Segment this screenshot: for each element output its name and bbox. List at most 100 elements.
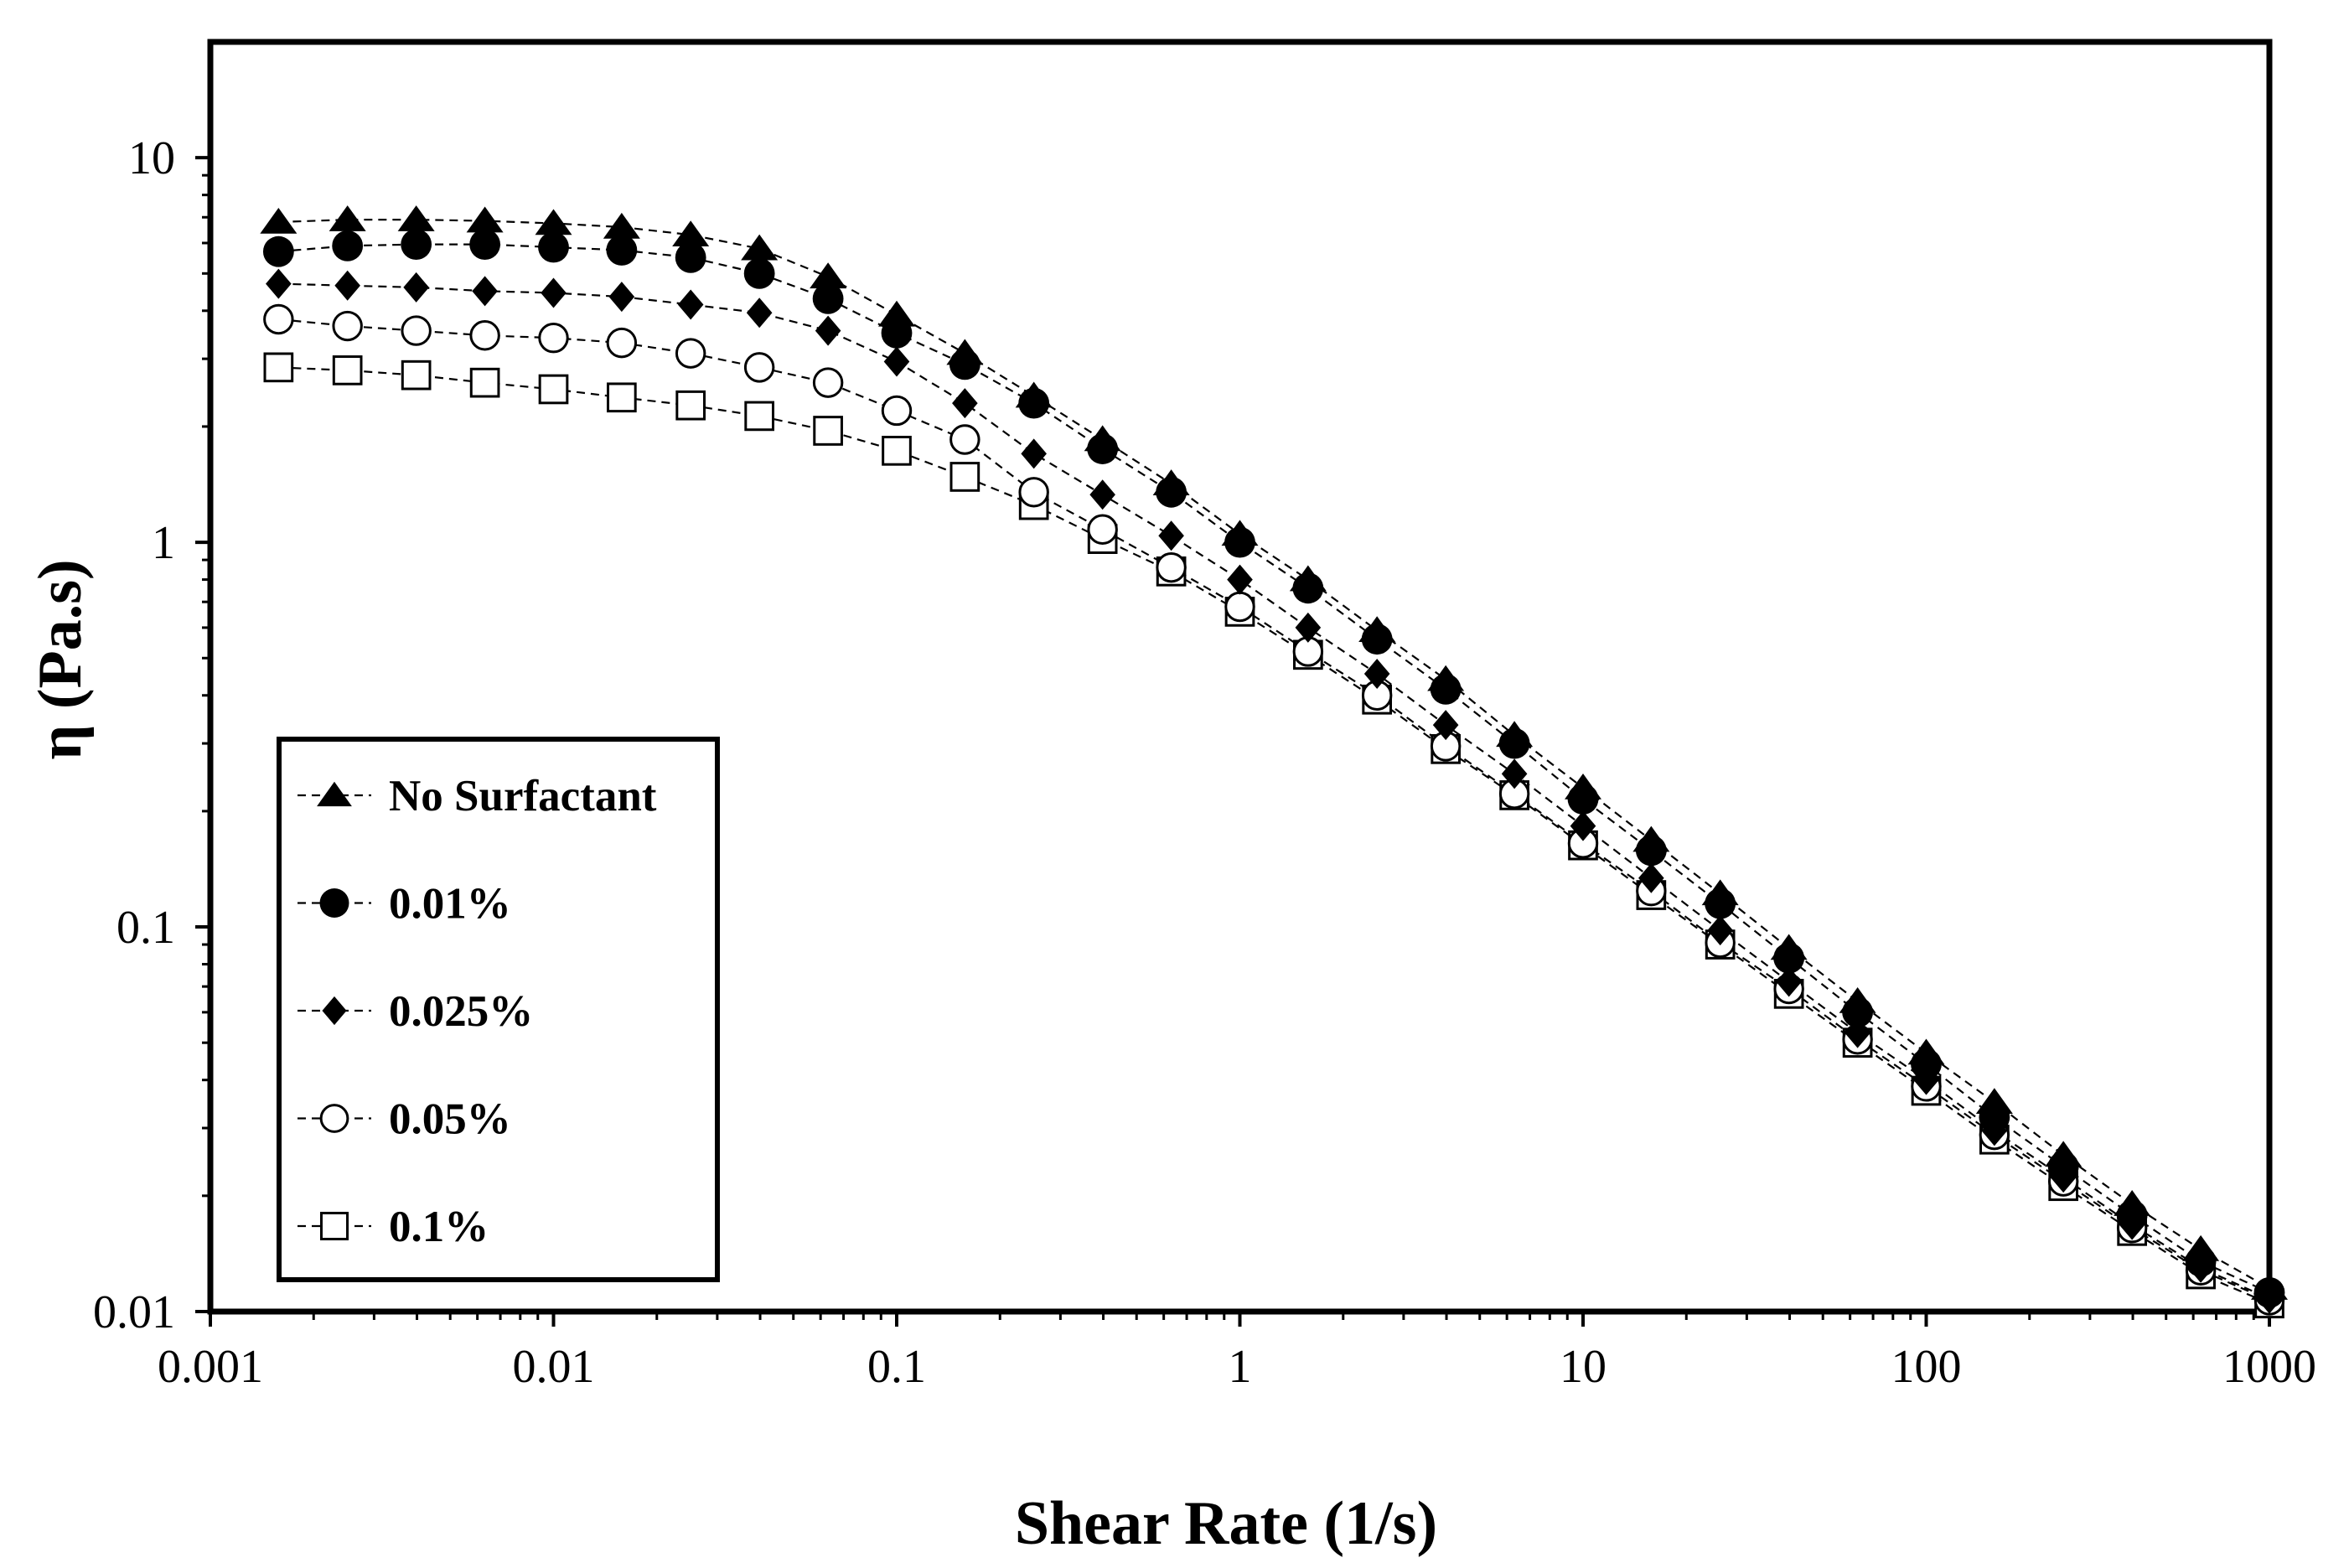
data-point — [1701, 879, 1739, 906]
data-point — [1501, 758, 1528, 789]
data-point — [746, 298, 773, 329]
data-point — [1158, 520, 1184, 551]
data-point — [1221, 520, 1259, 546]
data-point — [466, 206, 504, 233]
data-point — [949, 424, 980, 455]
data-point — [401, 229, 432, 261]
data-point — [1638, 862, 1664, 893]
legend-item: 0.05% — [298, 1095, 511, 1144]
data-point — [401, 315, 432, 346]
data-point — [334, 270, 360, 301]
data-point — [403, 272, 429, 303]
data-point — [1084, 425, 1121, 452]
data-point — [1565, 773, 1601, 800]
data-point — [608, 282, 635, 313]
data-point — [2251, 1274, 2288, 1300]
legend-marker — [322, 996, 347, 1026]
data-point — [2114, 1190, 2151, 1216]
legend-item: 0.01% — [298, 880, 511, 929]
data-point — [2182, 1234, 2220, 1261]
legend-item: 0.1% — [298, 1203, 489, 1251]
data-point — [675, 241, 706, 273]
data-point — [401, 360, 432, 391]
data-point — [332, 355, 363, 386]
data-point — [1975, 1088, 2013, 1115]
data-point — [813, 416, 843, 446]
x-tick-label: 1 — [1229, 1341, 1252, 1393]
data-point — [743, 257, 775, 289]
data-point — [812, 282, 844, 314]
legend-label: 0.1% — [389, 1203, 489, 1251]
data-point — [1295, 612, 1322, 643]
data-point — [882, 436, 912, 466]
x-tick-label: 100 — [1891, 1341, 1962, 1393]
x-tick-label: 0.1 — [867, 1341, 926, 1393]
legend-marker — [319, 1211, 349, 1241]
data-point — [1770, 934, 1808, 960]
data-point — [263, 303, 294, 335]
data-point — [606, 327, 638, 359]
data-point — [744, 401, 774, 432]
data-point — [1015, 381, 1053, 408]
data-point — [1839, 986, 1876, 1013]
data-point — [606, 235, 638, 266]
data-point — [1021, 438, 1047, 469]
data-point — [741, 234, 779, 261]
legend-marker — [317, 781, 352, 807]
data-point — [883, 346, 910, 377]
data-point — [469, 320, 500, 351]
data-point — [1227, 564, 1253, 595]
data-point — [329, 205, 366, 231]
data-point — [675, 390, 706, 421]
data-point — [266, 268, 292, 299]
y-tick-label: 1 — [152, 517, 175, 569]
legend-item: No Surfactant — [298, 772, 657, 820]
data-point — [675, 338, 706, 369]
legend-box — [277, 737, 720, 1282]
data-point — [538, 322, 569, 354]
series-line-No Surfactant — [278, 219, 2270, 1290]
data-point — [952, 388, 978, 419]
data-point — [332, 310, 363, 342]
data-point — [535, 209, 572, 235]
data-point — [1570, 810, 1596, 841]
data-point — [1156, 551, 1187, 583]
data-point — [743, 352, 775, 383]
data-point — [1089, 479, 1115, 510]
legend-item: 0.025% — [298, 987, 533, 1036]
data-point — [672, 220, 710, 246]
data-point — [538, 374, 569, 405]
legend-label: No Surfactant — [389, 772, 657, 820]
x-tick-label: 10 — [1560, 1341, 1607, 1393]
data-point — [260, 207, 298, 234]
data-point — [1018, 477, 1049, 508]
data-point — [603, 212, 640, 239]
y-tick-label: 0.01 — [93, 1286, 175, 1338]
data-point — [946, 339, 984, 365]
data-point — [1358, 616, 1396, 643]
legend-marker — [319, 1104, 349, 1133]
data-point — [810, 262, 847, 289]
data-point — [263, 352, 294, 383]
data-point — [1289, 565, 1327, 592]
data-point — [1907, 1038, 1945, 1065]
y-tick-label: 0.1 — [116, 902, 175, 954]
data-point — [397, 205, 435, 231]
data-point — [469, 367, 500, 398]
data-point — [677, 289, 704, 320]
data-point — [1707, 915, 1733, 946]
data-point — [1496, 721, 1534, 748]
data-point — [538, 231, 569, 263]
y-tick-label: 10 — [128, 132, 175, 184]
data-point — [607, 382, 637, 413]
data-point — [1632, 825, 1670, 852]
data-point — [2045, 1141, 2083, 1167]
data-point — [881, 395, 913, 427]
data-point — [1152, 469, 1190, 495]
legend-label: 0.05% — [389, 1095, 511, 1144]
data-point — [262, 235, 294, 267]
legend-marker — [319, 888, 349, 918]
data-point — [1363, 659, 1390, 690]
data-point — [1427, 665, 1465, 691]
